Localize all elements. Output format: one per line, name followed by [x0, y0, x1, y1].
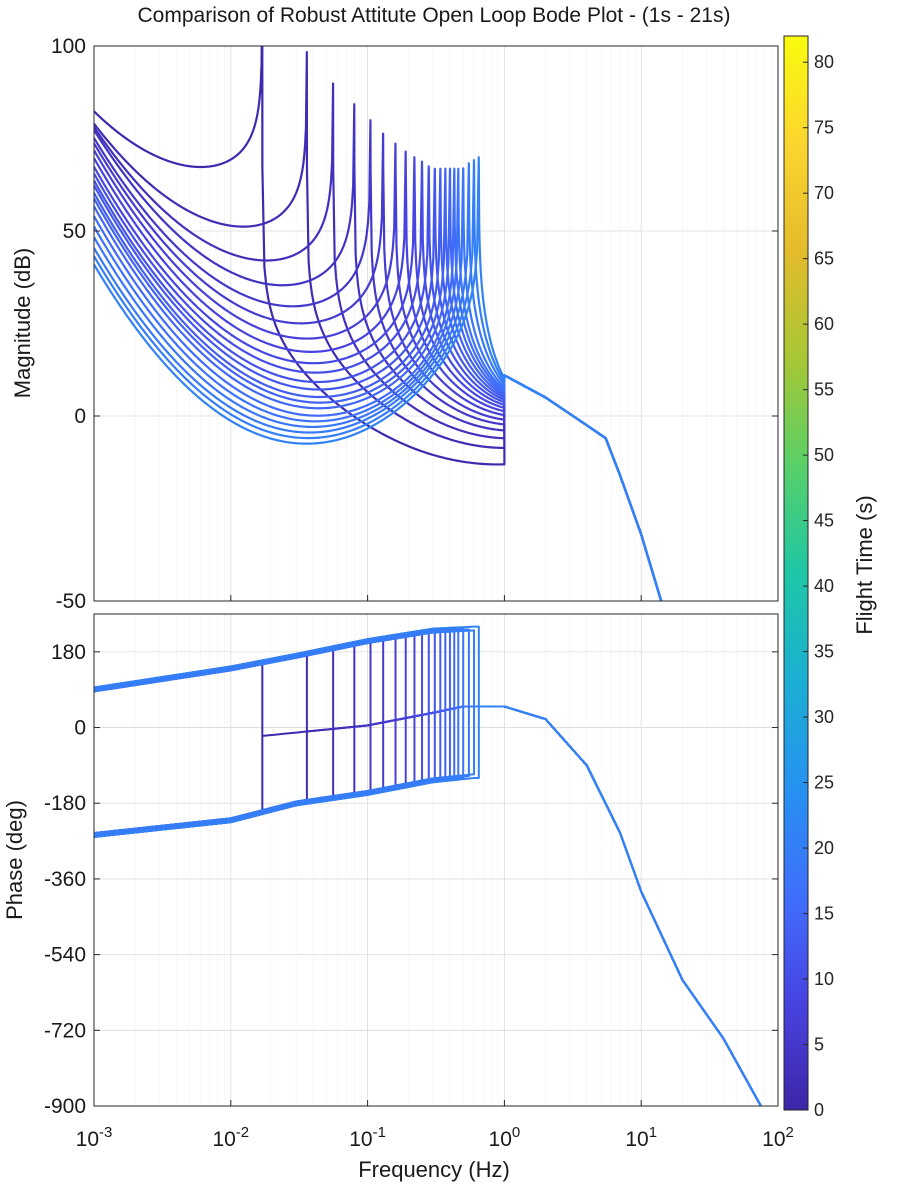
- phase-y-tick-label: 180: [51, 641, 86, 664]
- phase-ticks: 180 0 -180 -360 -540 -720 -900: [44, 641, 778, 1118]
- colorbar-tick-label: 80: [814, 52, 834, 72]
- phase-y-axis-label: Phase (deg): [2, 800, 27, 920]
- colorbar-label: Flight Time (s): [852, 495, 877, 634]
- frequency-tick-label: 101: [625, 1124, 657, 1151]
- phase-axes-box: [93, 613, 779, 1107]
- magnitude-curve: [94, 167, 663, 601]
- colorbar-tick-label: 0: [814, 1100, 824, 1120]
- frequency-tick-label: 102: [762, 1124, 794, 1151]
- magnitude-y-tick-label: 50: [63, 220, 86, 243]
- magnitude-curve: [94, 46, 663, 601]
- phase-axes-background: [94, 614, 778, 1106]
- colorbar-tick-label: 75: [814, 118, 834, 138]
- colorbar-tick-label: 55: [814, 380, 834, 400]
- colorbar-tick-label: 20: [814, 838, 834, 858]
- magnitude-curve: [94, 156, 663, 601]
- colorbar-tick-label: 25: [814, 773, 834, 793]
- phase-y-tick-label: 0: [74, 717, 86, 740]
- magnitude-curve: [94, 150, 663, 601]
- colorbar: 0 5 10 15 20 25 30 35 40 45 50 55 60 65 70 75 80 Flight …: [783, 35, 877, 1120]
- magnitude-curve: [94, 162, 663, 601]
- magnitude-curve: [94, 167, 663, 601]
- magnitude-curve: [94, 165, 663, 601]
- magnitude-curve: [94, 167, 663, 601]
- frequency-tick-label: 10-2: [212, 1124, 249, 1151]
- frequency-axis-label: Frequency (Hz): [358, 1157, 510, 1182]
- colorbar-tick-label: 65: [814, 249, 834, 269]
- magnitude-y-tick-label: 0: [74, 405, 86, 428]
- phase-curve: [94, 705, 762, 1106]
- phase-curve-wrapped: [94, 627, 465, 707]
- magnitude-curve: [94, 160, 663, 601]
- magnitude-curve: [94, 167, 663, 601]
- colorbar-tick-label: 15: [814, 904, 834, 924]
- frequency-tick-label: 100: [489, 1124, 521, 1151]
- magnitude-curve: [94, 167, 663, 601]
- phase-y-tick-label: -900: [44, 1095, 86, 1118]
- colorbar-ticks: 0 5 10 15 20 25 30 35 40 45 50 55 60 65 70 75 80: [803, 52, 834, 1120]
- magnitude-curve: [94, 167, 663, 601]
- phase-panel: 180 0 -180 -360 -540 -720 -900 Phase (deg): [2, 613, 779, 1118]
- phase-y-tick-label: -360: [44, 868, 86, 891]
- magnitude-curve: [94, 167, 663, 601]
- chart-title: Comparison of Robust Attitute Open Loop …: [138, 4, 731, 27]
- magnitude-curve: [94, 82, 663, 601]
- magnitude-axes-box: [93, 45, 779, 602]
- colorbar-tick-label: 40: [814, 576, 834, 596]
- colorbar-tick-label: 70: [814, 183, 834, 203]
- frequency-ticks: 10-3 10-2 10-1 100 101 102: [76, 595, 794, 1151]
- phase-y-tick-label: -540: [44, 944, 86, 967]
- magnitude-y-tick-label: 100: [51, 35, 86, 58]
- colorbar-tick-label: 30: [814, 707, 834, 727]
- phase-curve-wrapped: [94, 629, 476, 707]
- magnitude-curve: [94, 132, 663, 601]
- magnitude-y-tick-label: -50: [56, 590, 86, 613]
- phase-y-tick-label: -180: [44, 792, 86, 815]
- phase-y-tick-label: -720: [44, 1019, 86, 1042]
- frequency-tick-label: 10-3: [76, 1124, 113, 1151]
- magnitude-curve: [94, 103, 663, 601]
- colorbar-tick-label: 10: [814, 969, 834, 989]
- colorbar-strip: [783, 35, 809, 1111]
- colorbar-tick-label: 50: [814, 445, 834, 465]
- magnitude-y-axis-label: Magnitude (dB): [10, 248, 35, 398]
- magnitude-curve: [94, 50, 663, 601]
- magnitude-curve: [94, 119, 663, 601]
- colorbar-tick-label: 45: [814, 511, 834, 531]
- magnitude-curve: [94, 142, 663, 601]
- colorbar-tick-label: 35: [814, 642, 834, 662]
- frequency-tick-label: 10-1: [349, 1124, 386, 1151]
- phase-curve-wrapped: [94, 625, 480, 707]
- magnitude-panel: 100 50 0 -50 Magnitude (dB): [10, 35, 779, 613]
- magnitude-curves: [94, 46, 663, 601]
- magnitude-curve: [94, 156, 663, 601]
- phase-curves: [94, 625, 762, 1106]
- colorbar-tick-label: 5: [814, 1035, 824, 1055]
- magnitude-curve: [94, 159, 663, 601]
- magnitude-ticks: 100 50 0 -50: [51, 35, 778, 613]
- phase-curve-wrapped: [94, 628, 470, 707]
- colorbar-tick-label: 60: [814, 314, 834, 334]
